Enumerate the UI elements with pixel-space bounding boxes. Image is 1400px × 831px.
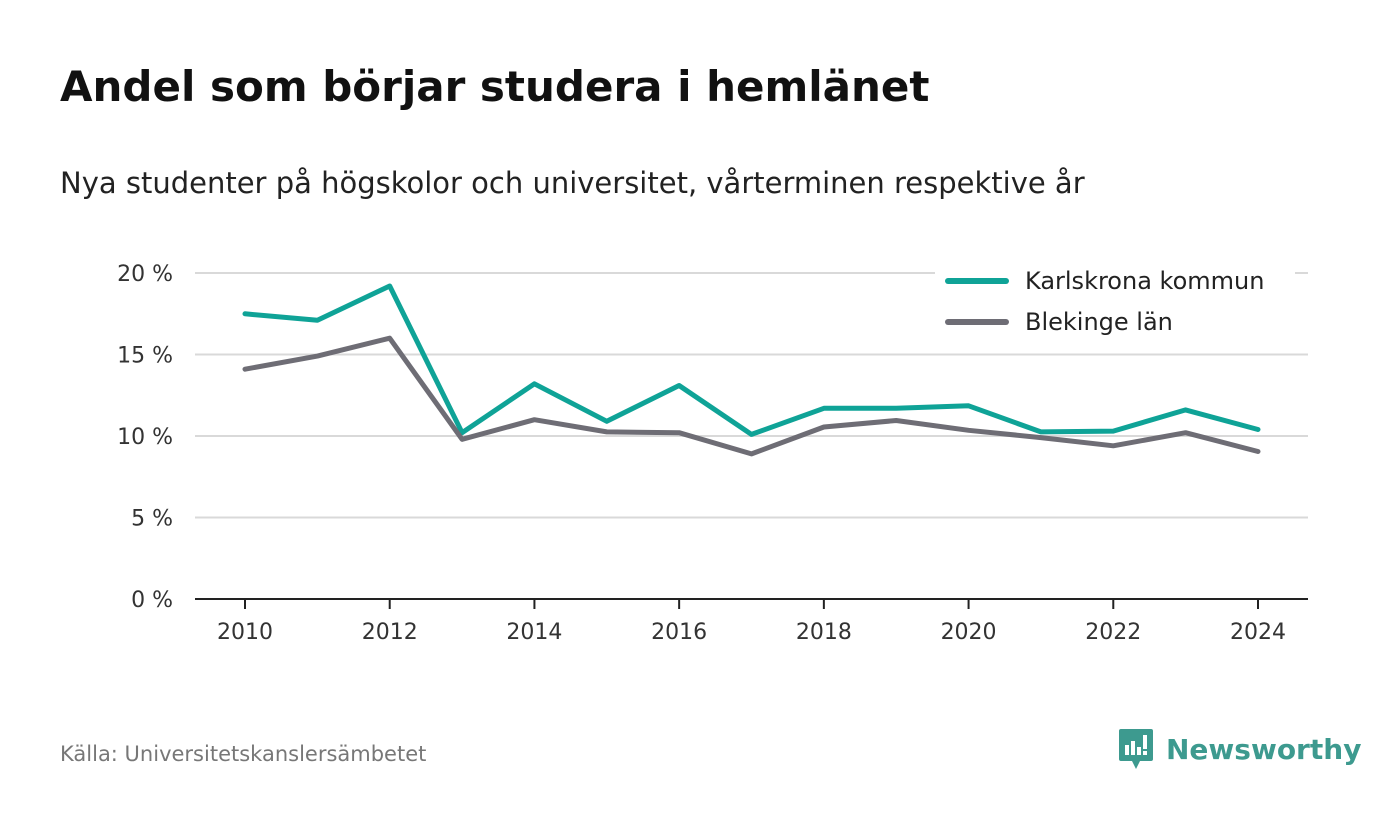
y-axis-ticks: 0 % 5 % 10 % 15 % 20 %	[117, 262, 173, 613]
legend: Karlskrona kommun Blekinge län	[935, 258, 1295, 346]
y-tick-label: 5 %	[131, 507, 173, 532]
y-tick-label: 15 %	[117, 344, 173, 369]
x-tick-label: 2012	[362, 620, 418, 645]
line-chart: 0 %5 %10 %15 %20 % 2010 2012 2014 2016 2018 2…	[117, 258, 1308, 645]
chart-subtitle: Nya studenter på högskolor och universit…	[60, 166, 1085, 200]
brand-name: Newsworthy	[1166, 732, 1362, 766]
legend-label: Blekinge län	[1025, 308, 1173, 336]
x-tick-label: 2022	[1085, 620, 1141, 645]
x-tick-label: 2024	[1230, 620, 1286, 645]
series-lines	[242, 283, 1261, 457]
source-note: Källa: Universitetskanslersämbetet	[60, 742, 427, 766]
x-tick-label: 2014	[506, 620, 562, 645]
y-tick-label: 0 %	[131, 588, 173, 613]
x-tick-label: 2010	[217, 620, 273, 645]
series-line-blekinge-lan	[242, 335, 1261, 457]
legend-background	[935, 258, 1295, 346]
brand-logo: Newsworthy	[1118, 728, 1361, 770]
newsworthy-logo-icon	[1119, 729, 1153, 769]
chart-title: Andel som börjar studera i hemlänet	[60, 62, 930, 111]
x-tick-label: 2016	[651, 620, 707, 645]
series-line-karlskrona-kommun	[242, 283, 1261, 437]
legend-label: Karlskrona kommun	[1025, 267, 1264, 295]
x-axis-ticks: 2010 2012 2014 2016 2018 2020 2022 2024	[217, 599, 1286, 645]
x-tick-label: 2018	[796, 620, 852, 645]
x-tick-label: 2020	[941, 620, 997, 645]
y-tick-label: 10 %	[117, 425, 173, 450]
y-tick-label: 20 %	[117, 262, 173, 287]
